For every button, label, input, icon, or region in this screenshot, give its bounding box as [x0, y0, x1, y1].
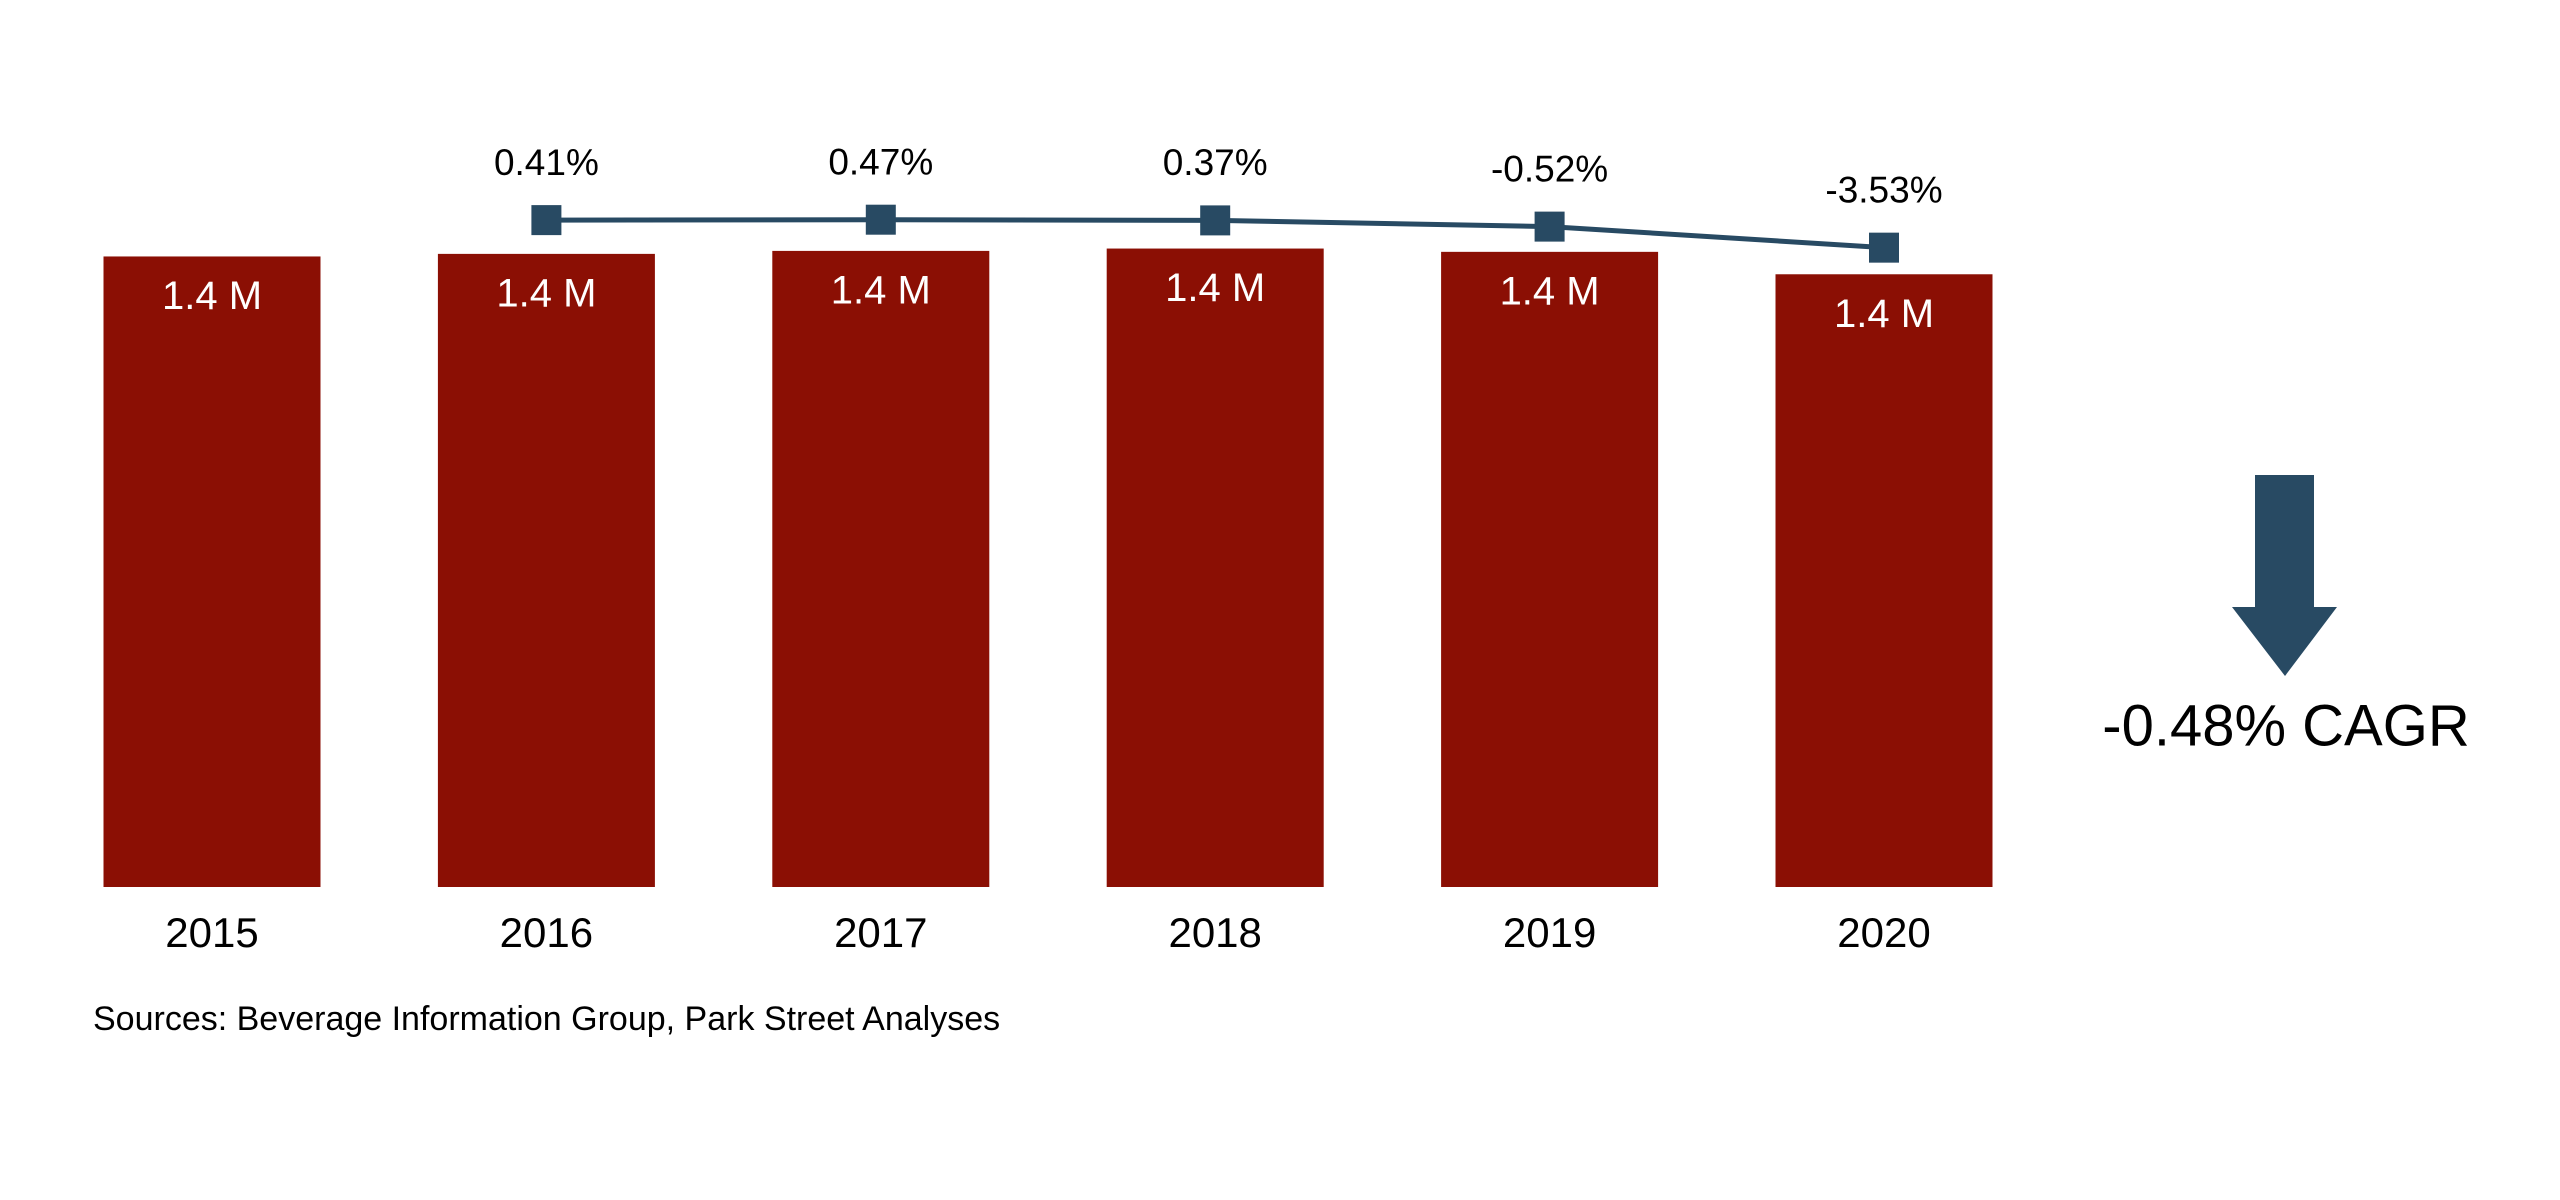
x-tick-label: 2019 [1503, 909, 1596, 956]
bar [772, 250, 990, 888]
growth-label: -0.52% [1491, 148, 1608, 189]
bar [1106, 248, 1324, 888]
bar-value-label: 1.4 M [1500, 269, 1600, 313]
x-tick-label: 2017 [834, 909, 927, 956]
growth-marker [531, 205, 562, 236]
bar-value-label: 1.4 M [831, 268, 931, 312]
x-tick-label: 2020 [1837, 909, 1930, 956]
cagr-annotation: -0.48% CAGR [2102, 693, 2469, 758]
bar-value-label: 1.4 M [1165, 266, 1265, 310]
down-arrow [2232, 475, 2337, 676]
bar-value-label: 1.4 M [1834, 292, 1934, 336]
x-tick-label: 2016 [500, 909, 593, 956]
growth-marker [865, 204, 896, 235]
bar-value-label: 1.4 M [496, 271, 596, 315]
growth-marker [1534, 211, 1565, 242]
growth-label: -3.53% [1825, 169, 1942, 210]
bar [437, 253, 655, 887]
bar [103, 256, 321, 888]
growth-marker [1200, 205, 1231, 236]
growth-label: 0.41% [494, 142, 599, 183]
bar [1775, 274, 1993, 887]
growth-label: 0.47% [828, 141, 933, 182]
bar-value-label: 1.4 M [162, 274, 262, 318]
source-note: Sources: Beverage Information Group, Par… [93, 1000, 1000, 1038]
growth-marker [1869, 232, 1899, 263]
x-tick-label: 2018 [1168, 909, 1261, 956]
x-tick-label: 2015 [165, 909, 258, 956]
growth-label: 0.37% [1163, 142, 1268, 183]
bar [1441, 251, 1659, 887]
